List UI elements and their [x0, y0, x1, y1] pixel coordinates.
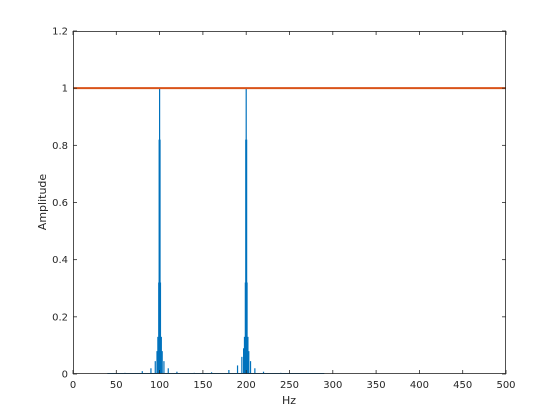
x-tick-label: 150 — [193, 380, 212, 391]
y-tick-label: 0.8 — [52, 141, 68, 152]
x-tick-label: 400 — [410, 380, 429, 391]
y-tick-label: 0 — [62, 370, 68, 381]
x-tick-label: 500 — [496, 380, 515, 391]
y-axis-label: Amplitude — [36, 174, 49, 231]
y-tick-label: 1.2 — [52, 27, 68, 38]
x-tick-label: 0 — [70, 380, 76, 391]
x-axis-label: Hz — [282, 394, 296, 407]
y-tick-label: 0.2 — [52, 312, 68, 323]
y-tick-label: 1 — [62, 84, 68, 95]
plot-area — [73, 31, 506, 374]
x-tick-label: 100 — [150, 380, 169, 391]
x-tick-label: 450 — [453, 380, 472, 391]
x-tick-label: 200 — [237, 380, 256, 391]
y-tick-label: 0.4 — [52, 255, 68, 266]
x-tick-label: 250 — [280, 380, 299, 391]
x-tick-label: 350 — [367, 380, 386, 391]
x-tick-label: 300 — [323, 380, 342, 391]
ticks-layer: 0 50 100 150 200 250 300 350 400 450 500 0 0.2 0.4 0.6… — [52, 27, 515, 392]
x-tick-label: 50 — [110, 380, 123, 391]
y-tick-label: 0.6 — [52, 198, 68, 209]
